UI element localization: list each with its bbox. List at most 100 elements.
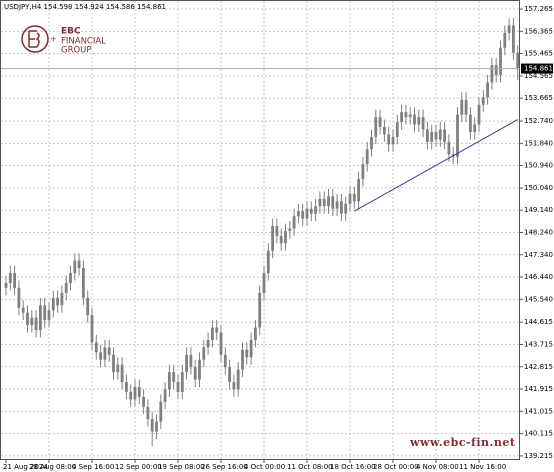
candle-body: [434, 131, 438, 140]
y-tick-label: 141.015: [524, 407, 553, 415]
candle-body: [297, 211, 300, 217]
candle-body: [361, 164, 365, 180]
y-tick-label: 146.440: [524, 273, 553, 281]
candle-body: [340, 201, 343, 214]
candle-body: [374, 117, 378, 137]
candle-body: [69, 273, 72, 283]
candle-body: [64, 282, 68, 293]
x-tick-label: 12 Sep 00:00: [115, 463, 162, 471]
logo-line: GROUP: [61, 46, 92, 56]
candle-body: [344, 203, 348, 214]
candle-body: [77, 260, 81, 269]
candle-body: [469, 114, 472, 132]
x-tick-label: 28 Oct 00:00: [373, 463, 419, 471]
y-tick-label: 152.740: [524, 117, 553, 125]
candle-body: [426, 129, 429, 142]
candle-body: [94, 342, 98, 353]
x-tick-label: 11 Nov 16:00: [459, 463, 506, 471]
candle-body: [245, 349, 249, 358]
y-tick-label: 139.215: [524, 452, 553, 460]
candle-body: [249, 339, 253, 358]
candle-body: [39, 305, 42, 331]
candle-body: [51, 297, 55, 311]
x-tick-label: 11 Oct 08:00: [287, 463, 333, 471]
y-tick-label: 141.915: [524, 385, 553, 393]
candle-body: [395, 122, 399, 137]
y-tick-label: 148.240: [524, 228, 553, 236]
candle-body: [47, 310, 51, 321]
candle-body: [241, 349, 244, 370]
candle-body: [266, 250, 270, 274]
candle-body: [512, 25, 515, 53]
candle-body: [473, 124, 477, 132]
logo-plus: +: [50, 35, 57, 44]
candle-body: [180, 372, 184, 392]
candle-body: [112, 354, 115, 373]
candle-body: [168, 372, 171, 390]
logo-line: FINANCIAL: [61, 37, 106, 47]
x-tick-label: 21 Aug 2024: [3, 463, 48, 471]
candle-body: [404, 112, 408, 118]
current-price-box: [521, 63, 553, 74]
y-tick-label: 145.540: [524, 295, 553, 303]
candle-body: [322, 198, 326, 207]
candle-body: [60, 292, 64, 306]
candle-body: [26, 312, 29, 326]
candle-body: [413, 114, 416, 125]
candle-body: [503, 32, 507, 48]
candle-body: [352, 193, 356, 202]
candle-body: [125, 382, 128, 392]
candle-body: [318, 198, 322, 207]
x-tick-label: 4 Oct 00:00: [244, 463, 285, 471]
candle-body: [443, 129, 446, 142]
y-tick-label: 157.265: [524, 5, 553, 13]
candle-body: [146, 406, 150, 420]
candle-body: [129, 391, 133, 400]
y-tick-label: 155.465: [524, 50, 553, 58]
candle-body: [43, 305, 47, 321]
chart-title: USDJPY,H4 154.598 154.924 154.586 154.86…: [4, 3, 166, 11]
candle-body: [305, 208, 309, 219]
candle-body: [202, 347, 206, 360]
candle-body: [378, 117, 382, 128]
candle-body: [271, 226, 274, 251]
candle-body: [86, 297, 90, 316]
candle-body: [116, 364, 120, 373]
candle-body: [284, 230, 287, 244]
candle-body: [481, 97, 485, 105]
candle-body: [486, 82, 489, 98]
candle-body: [262, 273, 266, 293]
candle-body: [120, 364, 124, 383]
candle-body: [150, 419, 154, 432]
candle-body: [176, 382, 180, 392]
candle-body: [387, 134, 391, 145]
candle-body: [90, 315, 94, 343]
candle-body: [408, 114, 412, 118]
y-tick-label: 142.815: [524, 363, 553, 371]
y-tick-label: 140.115: [524, 430, 553, 438]
candle-body: [185, 354, 188, 373]
candle-body: [383, 127, 386, 135]
candle-body: [314, 206, 317, 214]
candle-body: [198, 359, 201, 380]
candle-body: [348, 193, 352, 204]
candle-body: [13, 273, 16, 288]
candle-body: [331, 196, 335, 209]
candle-body: [335, 201, 339, 209]
candle-body: [228, 367, 231, 383]
candle-body: [275, 226, 279, 236]
candle-body: [8, 273, 12, 283]
candle-body: [327, 196, 330, 207]
candle-body: [288, 228, 292, 231]
candle-body: [460, 99, 464, 115]
candle-body: [365, 149, 369, 165]
candle-body: [219, 332, 223, 355]
logo: + EBC FINANCIAL GROUP: [21, 25, 106, 56]
candle-body: [232, 382, 236, 390]
x-tick-label: 4 Nov 08:00: [416, 463, 459, 471]
candle-body: [391, 136, 395, 145]
candle-body: [254, 327, 257, 340]
y-tick-label: 150.040: [524, 184, 553, 192]
logo-ring: [21, 25, 49, 53]
